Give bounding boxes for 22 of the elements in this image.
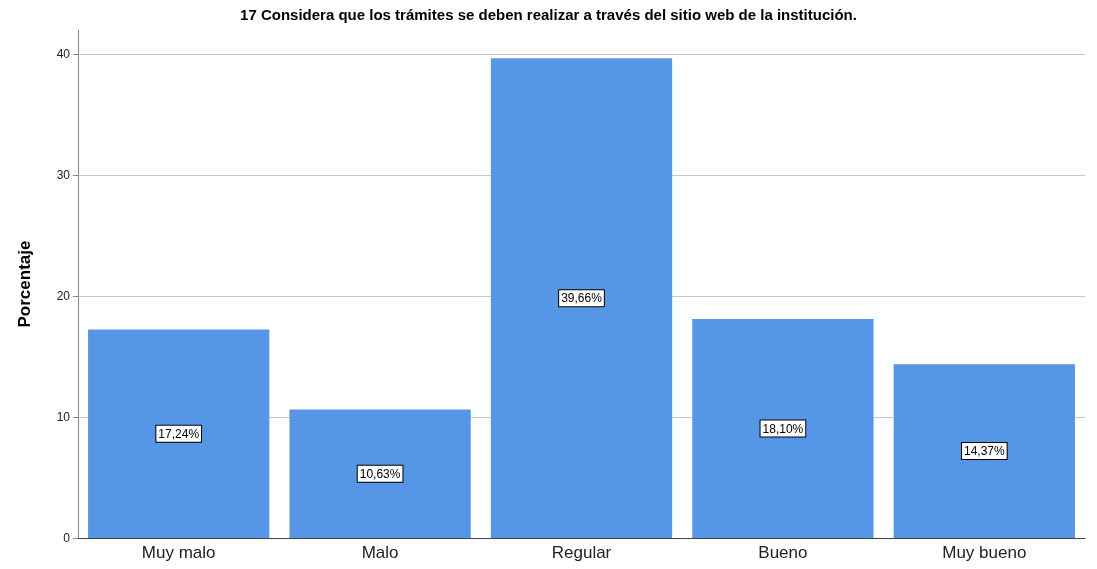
y-tick-label: 0 bbox=[63, 531, 71, 545]
data-label: 18,10% bbox=[762, 421, 804, 436]
data-label: 10,63% bbox=[359, 466, 401, 481]
y-tick-label: 10 bbox=[56, 410, 71, 425]
y-tick-label: 30 bbox=[56, 168, 71, 183]
x-tick-label: Malo bbox=[361, 543, 399, 562]
x-tick-label: Bueno bbox=[758, 543, 808, 562]
y-tick-label: 40 bbox=[56, 47, 71, 62]
x-tick-label: Regular bbox=[551, 543, 612, 562]
bar bbox=[692, 319, 874, 538]
chart-title: 17 Considera que los trámites se deben realizar a través del sitio web de la institución. bbox=[240, 6, 857, 23]
x-tick-label: Muy bueno bbox=[942, 543, 1027, 562]
bar bbox=[893, 364, 1075, 538]
x-tick-label: Muy malo bbox=[141, 543, 216, 562]
data-label: 39,66% bbox=[561, 291, 603, 306]
bar bbox=[88, 329, 270, 538]
data-label: 17,24% bbox=[158, 426, 200, 441]
bar bbox=[490, 58, 673, 538]
y-axis-title: Porcentaje bbox=[15, 240, 34, 328]
bar bbox=[289, 409, 471, 538]
y-tick-label: 20 bbox=[56, 289, 71, 304]
data-label: 14,37% bbox=[963, 444, 1005, 459]
